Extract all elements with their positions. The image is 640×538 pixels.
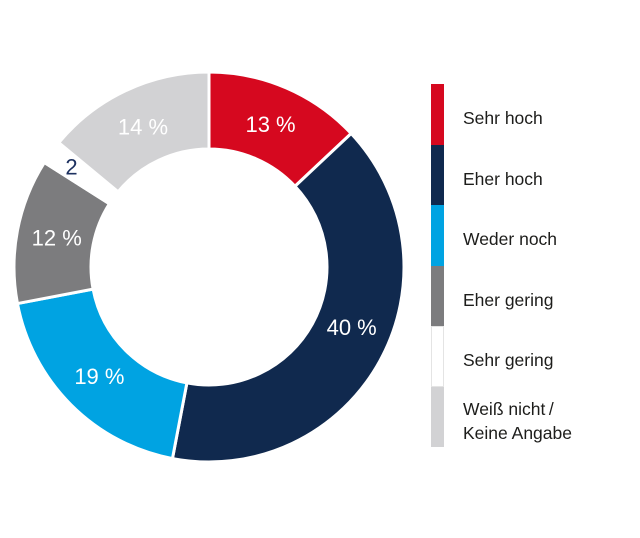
legend-item-sehr-gering: Sehr gering	[431, 326, 572, 387]
legend-item-sehr-hoch: Sehr hoch	[431, 84, 572, 145]
legend-label-line: Sehr gering	[463, 350, 554, 371]
slice-label-sehr-hoch: 13 %	[245, 112, 295, 137]
legend-swatch	[431, 84, 444, 145]
legend-item-label: Sehr hoch	[463, 106, 543, 130]
legend-item-label: Eher gering	[463, 288, 553, 312]
legend-item-label: Sehr gering	[463, 348, 553, 372]
legend-item-label: Eher hoch	[463, 167, 543, 191]
slice-label-wei-nicht-keine-angabe: 14 %	[118, 114, 168, 139]
legend-swatch	[431, 386, 444, 447]
legend-label-line: Eher hoch	[463, 168, 543, 189]
legend-item-label: Weder noch	[463, 227, 557, 251]
legend-label-line: Weder noch	[463, 229, 558, 250]
legend-swatch	[431, 205, 444, 266]
legend-item-wei-nicht-keine-angabe: Weiß nicht / Keine Angabe	[431, 386, 572, 447]
slice-label-eher-gering: 12 %	[32, 225, 82, 250]
legend: Sehr hoch Eher hoch Weder noch Eher gering S…	[431, 84, 572, 447]
legend-swatch	[431, 144, 444, 205]
slice-wei-nicht-keine-angabe	[56, 70, 211, 194]
legend-swatch	[431, 265, 444, 326]
legend-label-line: Sehr hoch	[463, 108, 543, 129]
slice-label-eher-hoch: 40 %	[327, 315, 377, 340]
legend-item-eher-hoch: Eher hoch	[431, 144, 572, 205]
legend-item-label: Weiß nicht / Keine Angabe	[463, 397, 572, 445]
legend-label-line: Keine Angabe	[463, 422, 572, 443]
legend-label-line: Weiß nicht /	[463, 398, 554, 419]
slice-label-sehr-gering: 2	[65, 155, 77, 180]
slice-label-weder-noch: 19 %	[74, 364, 124, 389]
legend-item-weder-noch: Weder noch	[431, 205, 572, 266]
legend-swatch	[431, 326, 444, 387]
slice-weder-noch	[15, 287, 189, 461]
slice-eher-hoch	[170, 131, 406, 464]
legend-item-eher-gering: Eher gering	[431, 265, 572, 326]
legend-label-line: Eher gering	[463, 289, 554, 310]
